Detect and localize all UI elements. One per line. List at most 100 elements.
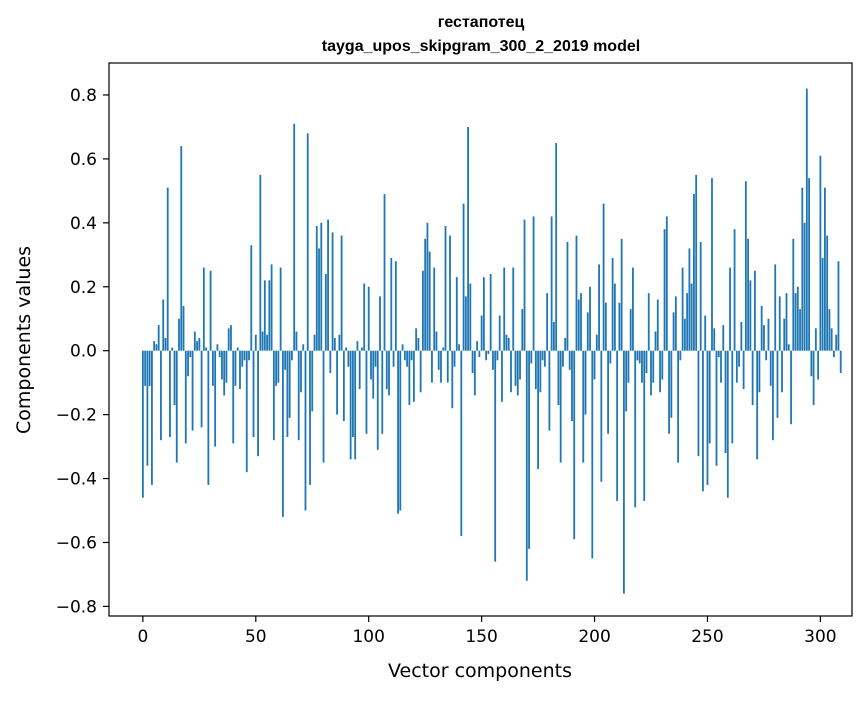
bar [209,270,212,351]
bar [480,315,483,351]
bar [189,350,192,358]
bar [632,267,634,351]
bar [182,305,185,351]
bar [516,350,519,396]
bar [672,312,675,351]
bar [440,350,442,383]
bar [153,341,156,351]
bar [489,273,492,351]
bar [758,350,761,393]
bar [681,267,684,351]
bar [663,229,666,351]
y-tick-label: 0.0 [70,342,97,362]
bar [254,334,257,351]
bar [552,321,555,351]
bar [277,350,280,383]
y-tick-label: 0.6 [70,150,97,170]
bar [300,350,302,393]
bar [392,350,395,367]
bar [239,350,241,390]
bar [446,350,449,383]
bar [702,350,704,492]
bar [230,325,232,351]
bar [435,331,438,351]
bar [275,350,278,386]
bar [485,350,488,361]
bar [453,350,456,367]
bar [839,350,842,374]
bar [623,350,625,594]
bar [645,350,648,374]
bar [747,238,750,351]
bar [370,350,372,380]
bar [286,350,289,437]
bar [776,350,779,418]
bar [399,350,402,511]
chart-title: гестапотец [438,14,525,31]
bar [291,350,293,361]
bar [668,350,670,434]
bar [471,350,474,374]
bar [241,350,244,367]
y-tick-label: 0.8 [70,86,97,106]
bar [534,350,537,390]
bar [494,350,497,562]
bar [248,350,250,361]
bar [293,123,296,351]
bar [383,194,386,351]
bar [541,350,544,361]
bar [295,331,298,351]
bar [629,309,632,351]
bar [720,350,722,383]
bar [740,321,743,351]
bar [819,155,822,351]
bar [654,331,657,351]
bar [568,350,571,370]
y-axis-ticks: −0.8 −0.6 −0.4 −0.2 0.0 0.2 0.4 0.6 0.8 [56,86,109,617]
bar [322,350,325,463]
bar [711,178,713,351]
y-tick-label: −0.8 [56,597,97,617]
bar [473,350,476,396]
bar [618,302,621,351]
y-tick-label: −0.4 [56,470,97,490]
bar [613,283,616,351]
bar [367,286,370,351]
bar [582,350,585,463]
bar [191,350,194,431]
bar [783,318,786,351]
bar [146,350,149,466]
bar [410,350,413,361]
bar [227,328,230,351]
bar [424,238,427,351]
bar [388,350,390,396]
bar [749,280,752,351]
bar [510,350,512,393]
bar [464,296,467,351]
bar [252,350,255,437]
bar [338,334,341,351]
bar [478,350,481,358]
bar [665,216,668,351]
bar [787,344,790,351]
bar [151,350,153,485]
y-axis-label: Components values [13,246,35,434]
bar [178,318,180,351]
bar [442,347,445,351]
y-tick-label: −0.2 [56,406,97,426]
bar [550,216,553,351]
bar [824,187,826,351]
bar [449,235,451,351]
bar [604,302,607,351]
x-axis-label: Vector components [388,660,572,682]
bar [365,350,368,434]
bar [733,229,736,351]
bar [805,88,808,351]
bar [437,350,440,370]
bar [602,203,605,351]
bar [476,341,479,351]
bar [584,350,587,415]
bar [408,350,411,406]
bar [566,242,569,351]
